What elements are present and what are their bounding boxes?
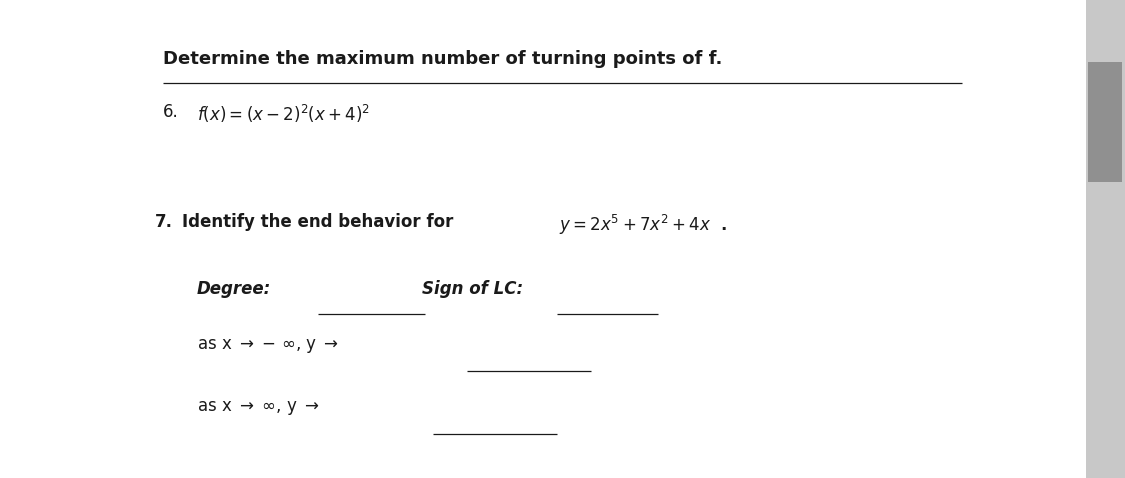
Text: as x $\rightarrow$ $-$ $\infty$, y $\rightarrow$: as x $\rightarrow$ $-$ $\infty$, y $\rig… xyxy=(197,337,339,355)
Text: Sign of LC:: Sign of LC: xyxy=(422,280,523,298)
Text: $f(x) = (x - 2)^2(x + 4)^2$: $f(x) = (x - 2)^2(x + 4)^2$ xyxy=(197,103,370,125)
FancyBboxPatch shape xyxy=(0,0,1086,478)
Text: 7.: 7. xyxy=(155,213,173,231)
Text: Identify the end behavior for: Identify the end behavior for xyxy=(182,213,453,231)
Text: 6.: 6. xyxy=(163,103,179,121)
Text: as x $\rightarrow$ $\infty$, y $\rightarrow$: as x $\rightarrow$ $\infty$, y $\rightar… xyxy=(197,399,320,417)
FancyBboxPatch shape xyxy=(1086,0,1125,478)
Text: Determine the maximum number of turning points of f.: Determine the maximum number of turning … xyxy=(163,50,722,68)
FancyBboxPatch shape xyxy=(1088,62,1122,182)
Text: Degree:: Degree: xyxy=(197,280,271,298)
Text: $y = 2x^5 + 7x^2 + 4x$  .: $y = 2x^5 + 7x^2 + 4x$ . xyxy=(559,213,728,237)
